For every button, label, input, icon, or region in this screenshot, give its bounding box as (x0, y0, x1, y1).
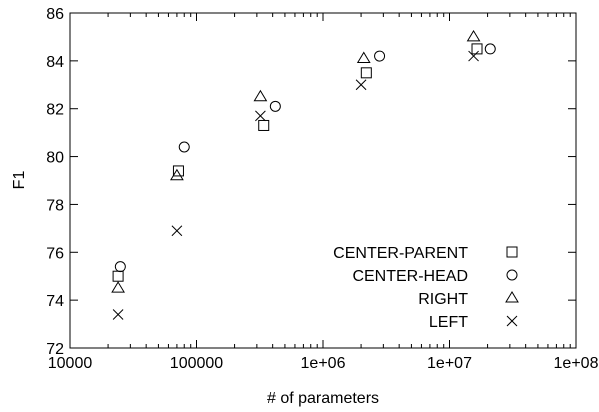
y-tick-label: 86 (46, 6, 64, 23)
y-tick-label: 82 (46, 102, 64, 119)
y-tick-label: 78 (46, 197, 64, 214)
point-x (255, 110, 266, 122)
point-x (355, 79, 367, 91)
x-tick-label: 1e+07 (427, 355, 472, 372)
legend-marker-circle (506, 269, 518, 281)
point-x (468, 50, 479, 62)
legend-marker-square (506, 246, 518, 258)
point-triangle (466, 29, 481, 42)
point-square (112, 270, 124, 282)
point-triangle (356, 51, 371, 63)
point-square (258, 119, 270, 131)
point-x (171, 225, 183, 237)
y-tick-label: 80 (46, 150, 64, 167)
point-triangle (111, 281, 125, 293)
point-triangle (170, 168, 184, 181)
y-axis-label: F1 (11, 171, 28, 190)
x-tick-label: 100000 (170, 355, 223, 372)
legend-marker-x (506, 315, 518, 327)
point-square (471, 43, 483, 55)
y-tick-label: 84 (46, 54, 64, 71)
legend-marker-triangle (505, 291, 519, 303)
y-tick-label: 72 (46, 341, 64, 358)
point-triangle (253, 89, 268, 102)
x-tick-label: 1e+08 (554, 355, 599, 372)
data-points (111, 29, 496, 320)
point-circle (374, 50, 386, 62)
x-tick-label: 1e+06 (301, 355, 346, 372)
axis-ticks: 72 74 76 78 80 82 84 86 10000 100000 1e+06 1e+07 1e+… (46, 6, 598, 372)
x-tick-label: 10000 (48, 355, 93, 372)
legend-label: CENTER-PARENT (333, 245, 468, 262)
y-tick-label: 74 (46, 293, 64, 310)
plot-frame (69, 12, 577, 349)
point-circle (114, 261, 126, 273)
x-axis-label: # of parameters (267, 390, 379, 407)
point-x (112, 309, 124, 320)
legend-label: LEFT (429, 314, 468, 331)
legend: CENTER-PARENT CENTER-HEAD RIGHT LEFT (333, 245, 519, 331)
point-circle (484, 43, 496, 55)
point-square (172, 165, 184, 177)
legend-label: CENTER-HEAD (352, 268, 468, 285)
point-circle (178, 141, 190, 153)
y-tick-label: 76 (46, 245, 64, 262)
point-circle (269, 100, 281, 112)
legend-label: RIGHT (418, 291, 468, 308)
point-square (360, 67, 372, 79)
